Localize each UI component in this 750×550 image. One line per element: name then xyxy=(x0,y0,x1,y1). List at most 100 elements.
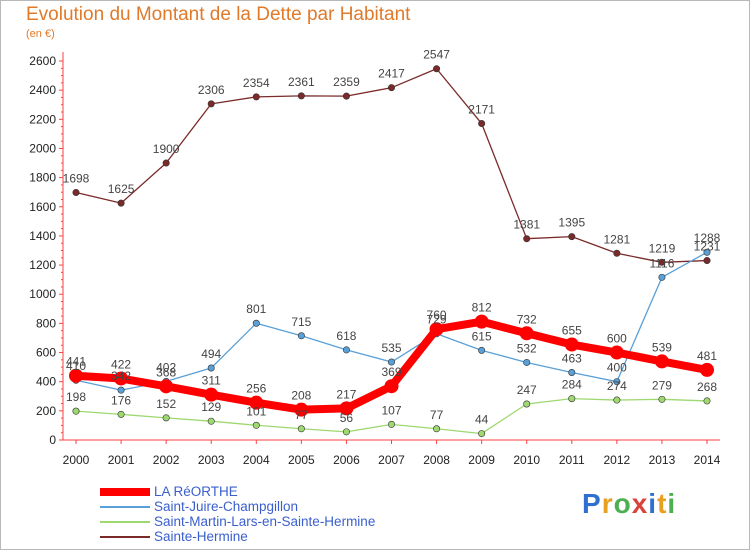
data-point-sainte-hermine xyxy=(72,188,80,196)
data-label-saint-juire-champgillon: 535 xyxy=(381,341,401,355)
logo-letter: i xyxy=(648,488,658,519)
data-label-saint-juire-champgillon: 494 xyxy=(201,347,221,361)
data-point-saint-juire-champgillon xyxy=(568,369,576,377)
legend-swatch xyxy=(100,521,150,523)
data-point-la-r-orthe xyxy=(69,368,83,383)
y-tick-label: 1400 xyxy=(29,229,56,243)
data-point-sainte-hermine xyxy=(297,92,305,100)
y-tick-label: 1800 xyxy=(29,171,56,185)
data-point-sainte-hermine xyxy=(703,257,711,265)
data-label-saint-juire-champgillon: 402 xyxy=(156,360,176,374)
data-point-sainte-hermine xyxy=(433,65,441,73)
logo-letter: t xyxy=(657,488,668,519)
data-point-saint-juire-champgillon xyxy=(613,378,621,386)
x-tick-label: 2011 xyxy=(559,453,585,467)
data-point-la-r-orthe xyxy=(114,371,129,386)
data-label-saint-martin-lars-en-sainte-hermine: 129 xyxy=(201,400,221,414)
data-point-saint-martin-lars-en-sainte-hermine xyxy=(703,397,711,405)
data-point-saint-juire-champgillon xyxy=(342,346,350,354)
data-label-saint-juire-champgillon: 463 xyxy=(562,352,582,366)
legend-swatch xyxy=(100,536,150,538)
data-label-la-r-orthe: 812 xyxy=(472,301,492,315)
data-point-saint-martin-lars-en-sainte-hermine xyxy=(478,430,486,438)
y-tick-label: 600 xyxy=(36,346,56,360)
data-label-sainte-hermine: 2306 xyxy=(198,83,225,97)
x-tick-label: 2009 xyxy=(468,453,495,467)
data-point-la-r-orthe xyxy=(384,379,399,394)
data-label-sainte-hermine: 2547 xyxy=(423,48,450,62)
data-point-sainte-hermine xyxy=(252,93,260,101)
data-point-saint-juire-champgillon xyxy=(703,248,711,256)
data-label-sainte-hermine: 1395 xyxy=(558,216,585,230)
y-tick-label: 200 xyxy=(36,404,56,418)
x-tick-label: 2007 xyxy=(378,453,405,467)
chart-axes: 0 200 400 600 800 1000 1200 1400 1600 1800 2000 220… xyxy=(29,52,721,467)
data-point-la-r-orthe xyxy=(519,326,534,341)
x-tick-label: 2002 xyxy=(153,453,180,467)
x-tick-label: 2006 xyxy=(333,453,360,467)
data-point-saint-martin-lars-en-sainte-hermine xyxy=(72,407,80,415)
data-label-saint-martin-lars-en-sainte-hermine: 107 xyxy=(381,403,401,417)
logo-letter: i xyxy=(667,488,677,519)
chart-title: Evolution du Montant de la Dette par Hab… xyxy=(26,4,411,25)
data-label-saint-martin-lars-en-sainte-hermine: 56 xyxy=(340,411,354,425)
data-point-la-r-orthe xyxy=(609,345,624,360)
data-label-saint-juire-champgillon: 410 xyxy=(66,359,86,373)
data-label-sainte-hermine: 2354 xyxy=(243,76,270,90)
data-point-saint-martin-lars-en-sainte-hermine xyxy=(387,420,395,428)
data-label-sainte-hermine: 1698 xyxy=(63,171,90,185)
data-point-saint-martin-lars-en-sainte-hermine xyxy=(658,395,666,403)
data-point-la-r-orthe xyxy=(700,362,714,377)
data-label-saint-juire-champgillon: 342 xyxy=(111,369,131,383)
data-point-saint-juire-champgillon xyxy=(658,273,666,281)
data-label-saint-juire-champgillon: 400 xyxy=(607,361,627,375)
data-point-la-r-orthe xyxy=(294,402,309,417)
data-label-sainte-hermine: 1381 xyxy=(513,218,540,232)
data-point-la-r-orthe xyxy=(474,314,489,329)
data-point-saint-martin-lars-en-sainte-hermine xyxy=(613,396,621,404)
data-label-saint-martin-lars-en-sainte-hermine: 198 xyxy=(66,390,86,404)
data-point-sainte-hermine xyxy=(658,258,666,266)
x-tick-label: 2014 xyxy=(694,453,721,467)
data-label-la-r-orthe: 208 xyxy=(291,389,311,403)
y-tick-label: 400 xyxy=(36,375,56,389)
data-point-saint-martin-lars-en-sainte-hermine xyxy=(117,410,125,418)
legend-label: Sainte-Hermine xyxy=(154,529,248,544)
data-point-la-r-orthe xyxy=(249,395,264,410)
legend-swatch xyxy=(100,506,150,508)
data-label-sainte-hermine: 2359 xyxy=(333,75,360,89)
data-point-la-r-orthe xyxy=(204,387,219,402)
x-tick-label: 2000 xyxy=(63,453,90,467)
x-tick-label: 2010 xyxy=(513,453,540,467)
data-point-sainte-hermine xyxy=(207,100,215,108)
logo-letter: P xyxy=(582,488,602,519)
legend-label: Saint-Juire-Champgillon xyxy=(154,499,299,514)
legend-swatch xyxy=(100,488,150,496)
data-label-sainte-hermine: 1625 xyxy=(108,182,135,196)
data-label-sainte-hermine: 1219 xyxy=(649,241,676,255)
data-label-sainte-hermine: 1231 xyxy=(694,240,721,254)
y-tick-label: 2000 xyxy=(29,141,56,155)
logo-letter: o xyxy=(613,488,632,519)
data-point-la-r-orthe xyxy=(159,379,174,394)
data-label-saint-martin-lars-en-sainte-hermine: 176 xyxy=(111,393,131,407)
data-point-saint-juire-champgillon xyxy=(523,358,531,366)
data-label-saint-martin-lars-en-sainte-hermine: 284 xyxy=(562,378,582,392)
data-point-saint-martin-lars-en-sainte-hermine xyxy=(342,428,350,436)
data-point-la-r-orthe xyxy=(429,322,444,337)
data-point-saint-martin-lars-en-sainte-hermine xyxy=(252,421,260,429)
x-tick-label: 2005 xyxy=(288,453,315,467)
y-tick-label: 2200 xyxy=(29,112,56,126)
data-point-la-r-orthe xyxy=(564,337,579,352)
data-label-la-r-orthe: 311 xyxy=(202,374,221,388)
data-label-saint-martin-lars-en-sainte-hermine: 279 xyxy=(652,378,672,392)
data-label-saint-juire-champgillon: 615 xyxy=(472,329,492,343)
data-label-la-r-orthe: 369 xyxy=(381,365,401,379)
data-point-sainte-hermine xyxy=(568,233,576,241)
y-tick-label: 800 xyxy=(36,316,56,330)
data-label-la-r-orthe: 732 xyxy=(517,312,537,326)
data-point-saint-juire-champgillon xyxy=(387,358,395,366)
y-tick-label: 1200 xyxy=(29,258,56,272)
